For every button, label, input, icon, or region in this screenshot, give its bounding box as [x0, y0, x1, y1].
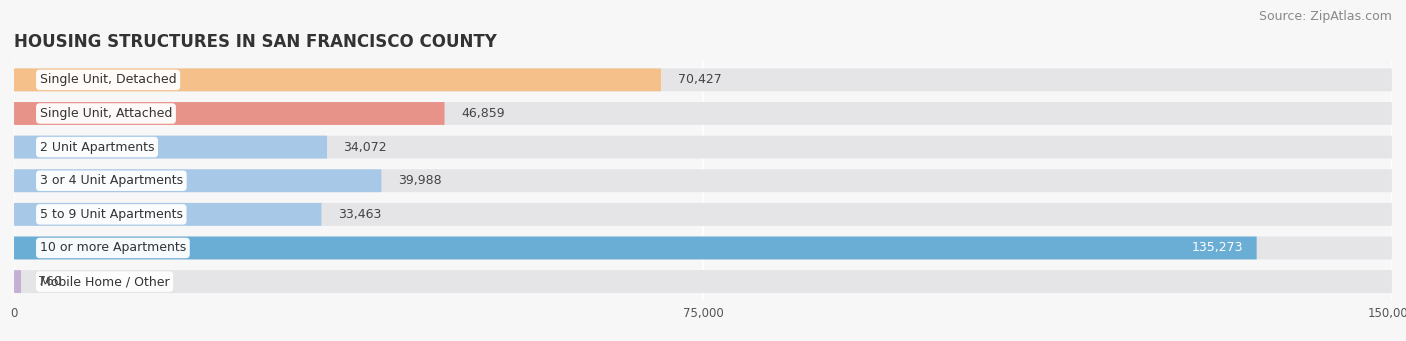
Text: 39,988: 39,988	[398, 174, 441, 187]
Text: 70,427: 70,427	[678, 73, 721, 86]
Text: 10 or more Apartments: 10 or more Apartments	[39, 241, 186, 254]
Text: 3 or 4 Unit Apartments: 3 or 4 Unit Apartments	[39, 174, 183, 187]
Text: 34,072: 34,072	[343, 140, 387, 153]
Text: 46,859: 46,859	[461, 107, 505, 120]
FancyBboxPatch shape	[14, 102, 1392, 125]
Text: 2 Unit Apartments: 2 Unit Apartments	[39, 140, 155, 153]
FancyBboxPatch shape	[14, 237, 1392, 260]
FancyBboxPatch shape	[14, 270, 21, 293]
Text: 760: 760	[38, 275, 62, 288]
FancyBboxPatch shape	[14, 69, 1392, 91]
Text: Single Unit, Attached: Single Unit, Attached	[39, 107, 172, 120]
Text: 33,463: 33,463	[337, 208, 381, 221]
Text: Single Unit, Detached: Single Unit, Detached	[39, 73, 176, 86]
FancyBboxPatch shape	[14, 169, 381, 192]
FancyBboxPatch shape	[14, 237, 1257, 260]
Text: 135,273: 135,273	[1191, 241, 1243, 254]
FancyBboxPatch shape	[14, 136, 1392, 159]
FancyBboxPatch shape	[14, 203, 322, 226]
FancyBboxPatch shape	[14, 270, 1392, 293]
Text: Source: ZipAtlas.com: Source: ZipAtlas.com	[1258, 10, 1392, 23]
Text: Mobile Home / Other: Mobile Home / Other	[39, 275, 169, 288]
FancyBboxPatch shape	[14, 136, 328, 159]
FancyBboxPatch shape	[14, 102, 444, 125]
Text: 5 to 9 Unit Apartments: 5 to 9 Unit Apartments	[39, 208, 183, 221]
FancyBboxPatch shape	[14, 169, 1392, 192]
FancyBboxPatch shape	[14, 203, 1392, 226]
Text: HOUSING STRUCTURES IN SAN FRANCISCO COUNTY: HOUSING STRUCTURES IN SAN FRANCISCO COUN…	[14, 33, 496, 51]
FancyBboxPatch shape	[14, 69, 661, 91]
